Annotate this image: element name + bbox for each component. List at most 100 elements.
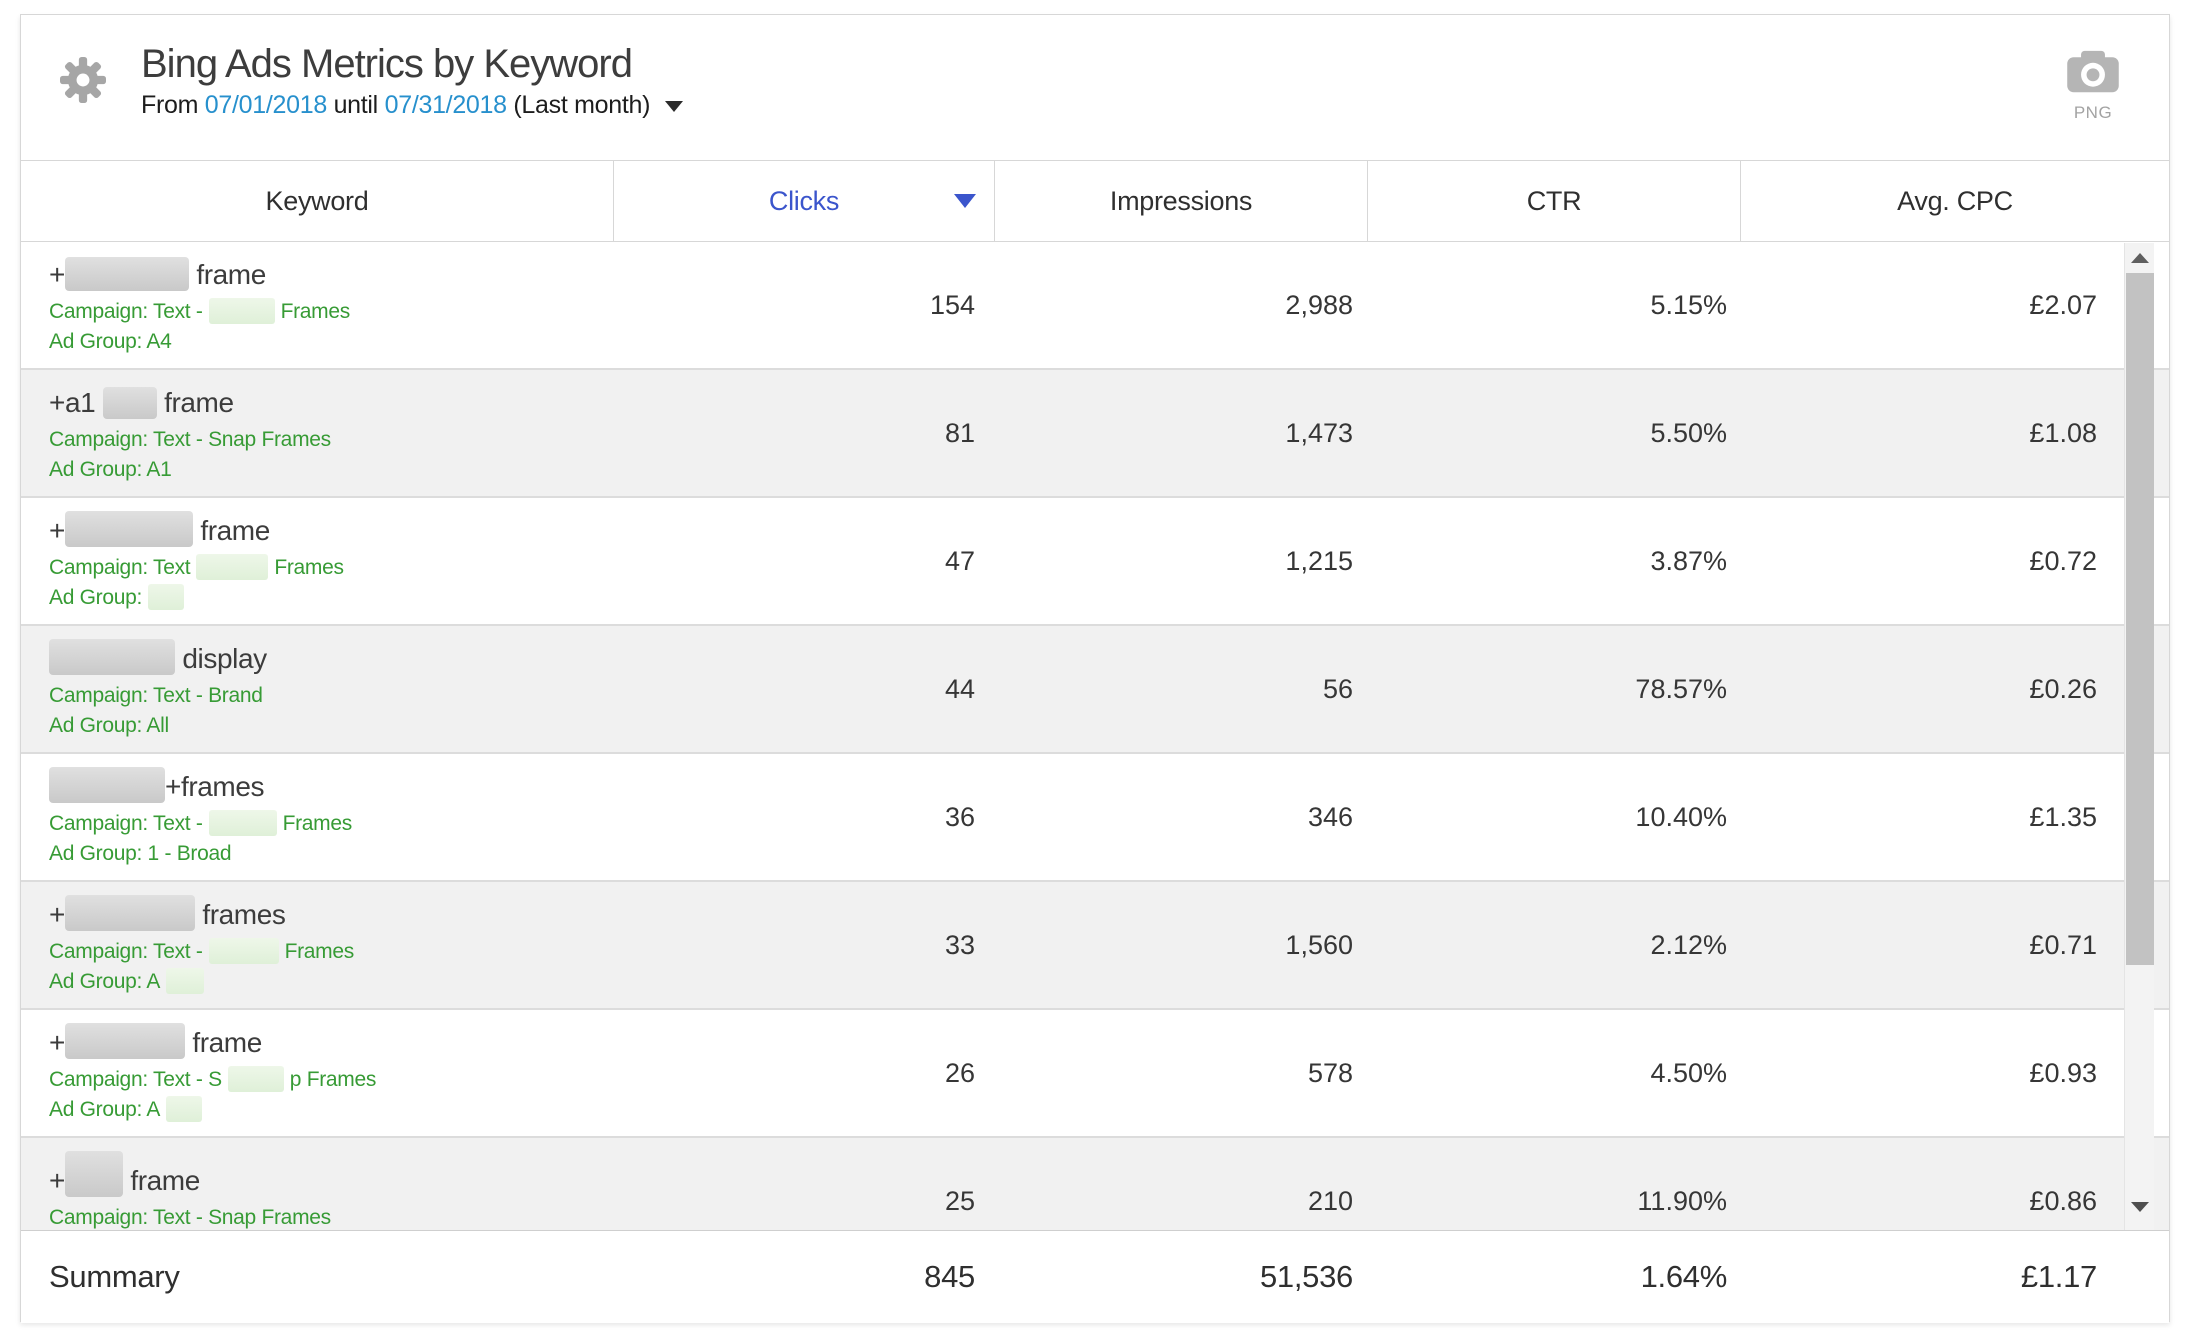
summary-impressions-value: 51,536 (1259, 1259, 1353, 1294)
scroll-down-button[interactable] (2125, 1194, 2155, 1220)
ad-group-label: Ad Group: 1 - Broad (49, 842, 232, 865)
ad-group-label: Ad Group: A (49, 968, 613, 995)
keyword-cell: + frame Campaign: Text Frames Ad Group: (21, 498, 613, 624)
table-row[interactable]: display Campaign: Text - Brand Ad Group:… (21, 626, 2169, 754)
avg-cpc-value: £0.86 (2029, 1185, 2097, 1216)
redacted-text (196, 554, 269, 580)
avg-cpc-value: £0.26 (2029, 673, 2097, 704)
keyword-text: +a1 frame (49, 387, 234, 419)
export-format-label: PNG (2073, 103, 2113, 122)
report-card: Bing Ads Metrics by Keyword From 07/01/2… (20, 14, 2170, 1323)
redacted-text (64, 511, 193, 547)
redacted-text (49, 767, 165, 803)
ctr-value: 2.12% (1650, 929, 1727, 960)
redacted-text (148, 584, 185, 610)
campaign-label: Campaign: Text - Snap Frames (49, 428, 331, 451)
table-row[interactable]: +a1 frame Campaign: Text - Snap Frames A… (21, 370, 2169, 498)
title-block: Bing Ads Metrics by Keyword From 07/01/2… (141, 39, 683, 121)
keyword-cell: +frames Campaign: Text - Frames Ad Group:… (21, 754, 613, 880)
column-header-ctr[interactable]: CTR (1367, 161, 1740, 241)
report-header: Bing Ads Metrics by Keyword From 07/01/2… (21, 15, 2169, 160)
redacted-text (64, 895, 195, 931)
clicks-value: 47 (944, 545, 975, 576)
ad-group-label: Ad Group: A (49, 1096, 613, 1123)
ad-group-label: Ad Group: A1 (49, 458, 172, 481)
scroll-down-arrow-icon (2131, 1202, 2149, 1212)
keyword-text: +frames (49, 767, 613, 807)
column-header-keyword[interactable]: Keyword (265, 185, 369, 216)
ctr-value: 5.15% (1650, 289, 1727, 320)
redacted-text (227, 1066, 284, 1092)
campaign-label: Campaign: Text - Brand (49, 684, 263, 707)
table-header-row: Keyword Clicks Impressions CTR Avg. CPC (21, 160, 2169, 242)
impressions-value: 578 (1307, 1057, 1353, 1088)
ctr-value: 78.57% (1635, 673, 1727, 704)
summary-ctr-value: 1.64% (1640, 1259, 1728, 1294)
clicks-value: 25 (944, 1185, 975, 1216)
redacted-text (208, 938, 279, 964)
avg-cpc-value: £1.35 (2029, 801, 2097, 832)
date-from-label: From (141, 91, 199, 119)
clicks-value: 26 (944, 1057, 975, 1088)
camera-icon (2067, 50, 2119, 93)
scrollbar-thumb[interactable] (2126, 273, 2154, 965)
ctr-value: 10.40% (1635, 801, 1727, 832)
keyword-cell: display Campaign: Text - Brand Ad Group:… (21, 626, 613, 752)
avg-cpc-value: £0.72 (2029, 545, 2097, 576)
date-dropdown-caret-icon[interactable] (664, 101, 683, 112)
keyword-text: display (49, 639, 613, 679)
settings-gear-icon[interactable] (60, 57, 106, 103)
redacted-text (64, 1151, 123, 1197)
ctr-value: 4.50% (1650, 1057, 1727, 1088)
avg-cpc-value: £0.71 (2029, 929, 2097, 960)
scroll-up-button[interactable] (2125, 245, 2155, 271)
export-png-button[interactable]: PNG (2055, 49, 2131, 123)
summary-avg-cpc-value: £1.17 (2020, 1259, 2097, 1294)
clicks-value: 44 (944, 673, 975, 704)
date-range: From 07/01/2018 until 07/31/2018 (Last m… (141, 89, 683, 121)
campaign-label: Campaign: Text - Frames (49, 938, 354, 964)
impressions-value: 56 (1322, 673, 1353, 704)
keyword-cell: + frames Campaign: Text - Frames Ad Group… (21, 882, 613, 1008)
vertical-scrollbar[interactable] (2124, 243, 2154, 1230)
table-row[interactable]: + frame Campaign: Text - Frames Ad Group:… (21, 242, 2169, 370)
date-until-label: until (333, 91, 379, 119)
table-row[interactable]: + frames Campaign: Text - Frames Ad Group… (21, 882, 2169, 1010)
table-row[interactable]: +frames Campaign: Text - Frames Ad Group:… (21, 754, 2169, 882)
date-until-link[interactable]: 07/31/2018 (384, 91, 507, 119)
column-header-clicks-label: Clicks (768, 185, 840, 216)
table-row[interactable]: + frame Campaign: Text - Snap Frames 25 … (21, 1138, 2169, 1230)
keyword-text: + frame (49, 1151, 613, 1201)
summary-label: Summary (49, 1259, 180, 1294)
impressions-value: 1,215 (1285, 545, 1353, 576)
campaign-label: Campaign: Text Frames (49, 554, 344, 580)
ctr-value: 5.50% (1650, 417, 1727, 448)
clicks-value: 154 (929, 289, 975, 320)
column-header-impressions[interactable]: Impressions (994, 161, 1367, 241)
impressions-value: 2,988 (1285, 289, 1353, 320)
summary-row: Summary 845 51,536 1.64% £1.17 (21, 1230, 2169, 1323)
keyword-text: + frames (49, 895, 613, 935)
ad-group-label: Ad Group: (49, 584, 613, 611)
redacted-text (208, 298, 275, 324)
avg-cpc-value: £2.07 (2029, 289, 2097, 320)
keyword-text: + frame (49, 1023, 613, 1063)
campaign-label: Campaign: Text - Snap Frames (49, 1206, 331, 1229)
avg-cpc-value: £1.08 (2029, 417, 2097, 448)
table-row[interactable]: + frame Campaign: Text Frames Ad Group: 4… (21, 498, 2169, 626)
ad-group-label: Ad Group: All (49, 714, 169, 737)
table-body: + frame Campaign: Text - Frames Ad Group:… (21, 242, 2169, 1230)
column-header-avg-cpc[interactable]: Avg. CPC (1740, 161, 2169, 241)
column-header-clicks[interactable]: Clicks (613, 161, 994, 241)
redacted-text (166, 968, 205, 994)
keyword-text: + frame (49, 257, 266, 291)
redacted-text (166, 1096, 203, 1122)
date-from-link[interactable]: 07/01/2018 (204, 91, 327, 119)
keyword-cell: +a1 frame Campaign: Text - Snap Frames A… (21, 370, 613, 496)
avg-cpc-value: £0.93 (2029, 1057, 2097, 1088)
impressions-value: 210 (1307, 1185, 1353, 1216)
clicks-value: 36 (944, 801, 975, 832)
